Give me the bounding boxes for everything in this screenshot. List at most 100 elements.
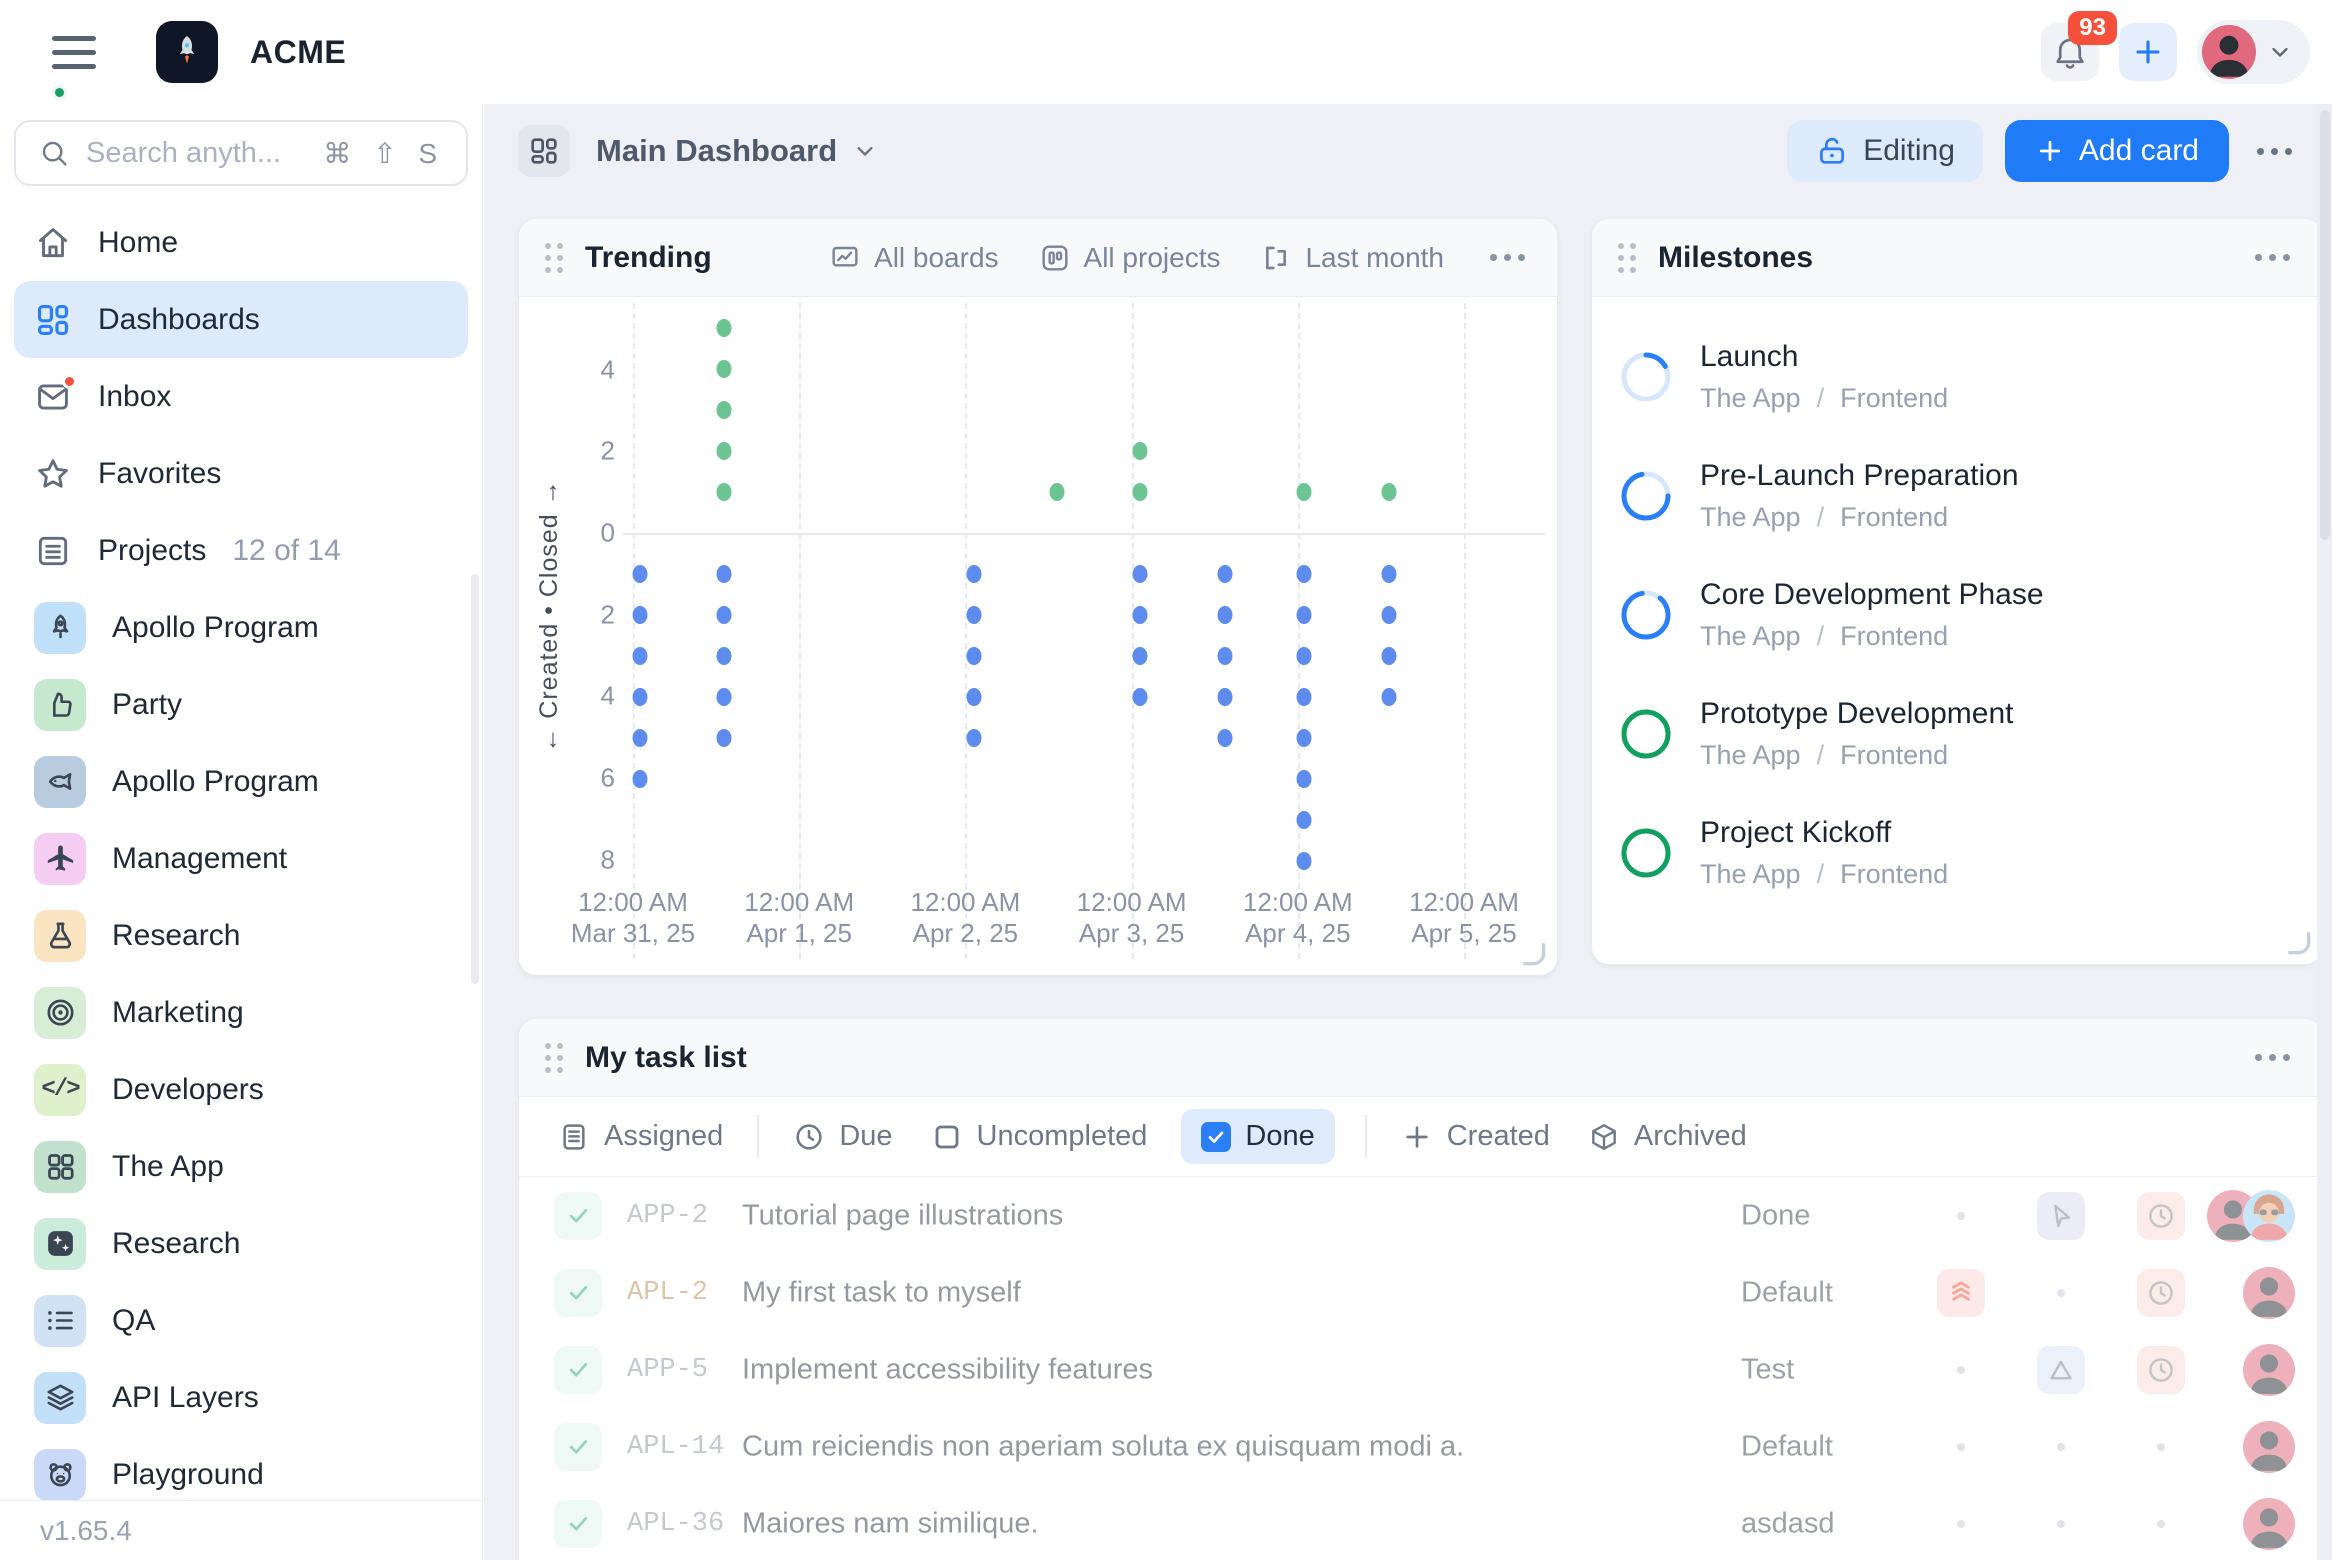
sidebar-item-favorites[interactable]: Favorites — [14, 435, 468, 512]
search-input[interactable]: Search anyth... ⌘ ⇧ S — [14, 120, 468, 186]
project-label: Research — [112, 1227, 240, 1261]
task-done-checkbox[interactable] — [554, 1500, 602, 1548]
chart-dot-created — [1297, 852, 1312, 870]
task-id: APP-2 — [627, 1201, 708, 1231]
project-label: The App — [112, 1150, 224, 1184]
task-title: Cum reiciendis non aperiam soluta ex qui… — [742, 1430, 1464, 1463]
search-placeholder: Search anyth... — [86, 137, 307, 170]
chart-dot-closed — [717, 360, 732, 378]
dashboards-icon — [34, 301, 72, 339]
sidebar-project-item[interactable]: Research — [14, 1205, 468, 1282]
assignee-avatar — [2243, 1190, 2295, 1242]
sidebar-item-home[interactable]: Home — [14, 204, 468, 281]
plane-icon — [34, 833, 86, 885]
app-version: v1.65.4 — [40, 1515, 132, 1547]
account-menu[interactable] — [2197, 20, 2310, 84]
drag-handle-icon[interactable] — [1618, 243, 1636, 273]
chart-dot-created — [1382, 606, 1397, 624]
chart-dot-created — [966, 688, 981, 706]
chart-dot-created — [1217, 606, 1232, 624]
sidebar-project-item[interactable]: Marketing — [14, 974, 468, 1051]
workspace-logo[interactable] — [156, 21, 218, 83]
filter-all-boards[interactable]: All boards — [829, 242, 999, 274]
notifications-button[interactable]: 93 — [2041, 23, 2099, 81]
filter-assigned[interactable]: Assigned — [554, 1120, 727, 1153]
task-done-checkbox[interactable] — [554, 1269, 602, 1317]
sidebar-item-inbox[interactable]: Inbox — [14, 358, 468, 435]
task-rows: APP-2Tutorial page illustrationsDoneAPL-… — [519, 1177, 2322, 1560]
card-more-button[interactable] — [2249, 244, 2296, 271]
sidebar-project-item[interactable]: QA — [14, 1282, 468, 1359]
sidebar-item-projects[interactable]: Projects 12 of 14 — [14, 512, 468, 589]
chart-dot-closed — [1132, 442, 1147, 460]
dashboard-selector[interactable] — [851, 137, 879, 165]
empty-dot-icon — [2037, 1500, 2085, 1548]
filter-uncompleted[interactable]: Uncompleted — [927, 1120, 1152, 1153]
task-row[interactable]: APL-36Maiores nam similique.asdasd — [519, 1485, 2322, 1560]
milestone-list: LaunchThe App/FrontendPre-Launch Prepara… — [1592, 297, 2322, 912]
clock-icon — [793, 1121, 825, 1153]
task-row[interactable]: APL-2My first task to myselfDefault — [519, 1254, 2322, 1331]
card-more-button[interactable] — [2249, 1044, 2296, 1071]
assignee-avatar — [2243, 1267, 2295, 1319]
filter-all-projects[interactable]: All projects — [1039, 242, 1221, 274]
chart-dot-created — [1382, 688, 1397, 706]
milestone-item[interactable]: Core Development PhaseThe App/Frontend — [1592, 555, 2322, 674]
empty-dot-icon — [1937, 1500, 1985, 1548]
card-more-button[interactable] — [1484, 244, 1531, 271]
create-button[interactable] — [2119, 23, 2177, 81]
empty-dot-icon — [1937, 1192, 1985, 1240]
milestone-item[interactable]: Prototype DevelopmentThe App/Frontend — [1592, 674, 2322, 793]
chart-dot-created — [1382, 647, 1397, 665]
rocket-icon — [167, 32, 207, 72]
resize-handle[interactable] — [1522, 942, 1548, 968]
add-card-button[interactable]: Add card — [2005, 120, 2229, 182]
milestone-area: Frontend — [1840, 621, 1948, 652]
drag-handle-icon[interactable] — [545, 243, 563, 273]
project-label: Apollo Program — [112, 765, 319, 799]
task-row[interactable]: APL-14Cum reiciendis non aperiam soluta … — [519, 1408, 2322, 1485]
main-scrollbar[interactable] — [2317, 104, 2332, 1560]
filter-archived[interactable]: Archived — [1584, 1120, 1751, 1153]
chart-dot-created — [966, 565, 981, 583]
sidebar-project-item[interactable]: Apollo Program — [14, 743, 468, 820]
sidebar-project-item[interactable]: </>Developers — [14, 1051, 468, 1128]
milestone-item[interactable]: LaunchThe App/Frontend — [1592, 317, 2322, 436]
chart-y-tick: 4 — [555, 681, 615, 712]
sidebar-project-item[interactable]: Research — [14, 897, 468, 974]
task-status: asdasd — [1741, 1507, 1835, 1540]
filter-period[interactable]: Last month — [1260, 242, 1444, 274]
sidebar-scrollbar[interactable] — [471, 574, 479, 984]
chart-dot-created — [1297, 606, 1312, 624]
task-done-checkbox[interactable] — [554, 1346, 602, 1394]
hamburger-menu-icon[interactable] — [52, 36, 96, 69]
filter-created[interactable]: Created — [1397, 1120, 1554, 1153]
task-done-checkbox[interactable] — [554, 1192, 602, 1240]
resize-handle[interactable] — [2287, 931, 2313, 957]
chart-dot-closed — [1297, 483, 1312, 501]
chart-dot-created — [1217, 565, 1232, 583]
chart-y-tick: 2 — [555, 436, 615, 467]
sidebar-project-item[interactable]: API Layers — [14, 1359, 468, 1436]
sidebar-project-item[interactable]: Playground — [14, 1436, 468, 1500]
sidebar-project-item[interactable]: Party — [14, 666, 468, 743]
task-done-checkbox[interactable] — [554, 1423, 602, 1471]
filter-label: All projects — [1084, 242, 1221, 274]
sidebar-project-item[interactable]: The App — [14, 1128, 468, 1205]
sidebar-project-item[interactable]: Management — [14, 820, 468, 897]
milestone-item[interactable]: Pre-Launch PreparationThe App/Frontend — [1592, 436, 2322, 555]
task-row[interactable]: APP-5Implement accessibility featuresTes… — [519, 1331, 2322, 1408]
milestone-item[interactable]: Project KickoffThe App/Frontend — [1592, 793, 2322, 912]
milestone-area: Frontend — [1840, 740, 1948, 771]
drag-handle-icon[interactable] — [545, 1043, 563, 1073]
dashboard-more-button[interactable] — [2251, 138, 2298, 165]
sidebar-item-dashboards[interactable]: Dashboards — [14, 281, 468, 358]
editing-toggle-button[interactable]: Editing — [1787, 120, 1983, 182]
card-title: Milestones — [1658, 241, 1813, 275]
empty-dot-icon — [1937, 1423, 1985, 1471]
milestone-title: Core Development Phase — [1700, 578, 2044, 612]
sidebar-project-item[interactable]: Apollo Program — [14, 589, 468, 666]
task-row[interactable]: APP-2Tutorial page illustrationsDone — [519, 1177, 2322, 1254]
filter-due[interactable]: Due — [789, 1120, 896, 1153]
filter-done[interactable]: Done — [1181, 1109, 1334, 1164]
